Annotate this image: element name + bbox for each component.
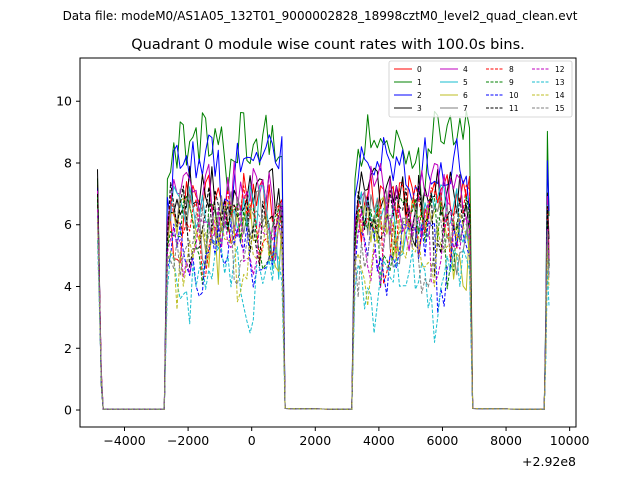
- legend-item-11: 11: [486, 104, 519, 113]
- x-tick-label: −2000: [167, 433, 209, 448]
- legend-item-9: 9: [486, 78, 514, 87]
- chart-title: Quadrant 0 module wise count rates with …: [131, 37, 525, 53]
- x-tick-label: 0: [248, 433, 256, 448]
- legend-item-6: 6: [440, 91, 468, 100]
- legend-label: 14: [555, 91, 565, 100]
- legend-label: 3: [417, 104, 422, 113]
- legend-label: 10: [509, 91, 519, 100]
- legend-item-7: 7: [440, 104, 468, 113]
- legend-label: 12: [555, 65, 565, 74]
- x-axis: −4000 −2000 0 2000 4000 6000 8000 10000: [103, 427, 590, 448]
- legend-item-1: 1: [394, 78, 422, 87]
- x-tick-label: 6000: [427, 433, 459, 448]
- legend-label: 4: [463, 65, 468, 74]
- legend-item-0: 0: [394, 65, 422, 74]
- y-tick-label: 10: [56, 94, 72, 109]
- x-tick-label: 2000: [299, 433, 331, 448]
- legend-item-14: 14: [532, 91, 565, 100]
- legend-label: 5: [463, 78, 468, 87]
- y-tick-label: 2: [64, 341, 72, 356]
- legend-item-2: 2: [394, 91, 422, 100]
- legend-label: 9: [509, 78, 514, 87]
- legend-label: 15: [555, 104, 565, 113]
- legend-item-13: 13: [532, 78, 565, 87]
- legend-item-12: 12: [532, 65, 565, 74]
- x-tick-label: 4000: [363, 433, 395, 448]
- legend-label: 1: [417, 78, 422, 87]
- legend-frame: [388, 60, 573, 118]
- legend-item-4: 4: [440, 65, 468, 74]
- legend-item-15: 15: [532, 104, 565, 113]
- y-tick-label: 4: [64, 279, 72, 294]
- legend-label: 13: [555, 78, 565, 87]
- legend-label: 8: [509, 65, 514, 74]
- y-tick-label: 0: [64, 403, 72, 418]
- legend-label: 0: [417, 65, 422, 74]
- series-layer: [97, 110, 550, 410]
- series-line-15: [97, 202, 550, 410]
- x-tick-label: −4000: [103, 433, 145, 448]
- x-tick-label: 8000: [490, 433, 522, 448]
- legend-label: 2: [417, 91, 422, 100]
- legend-item-5: 5: [440, 78, 468, 87]
- plot-frame: [79, 57, 577, 428]
- legend-label: 7: [463, 104, 468, 113]
- legend-item-10: 10: [486, 91, 519, 100]
- series-line-9: [97, 194, 550, 410]
- legend-label: 11: [509, 104, 519, 113]
- legend-label: 6: [463, 91, 468, 100]
- x-axis-offset-label: +2.92e8: [522, 454, 576, 469]
- figure-suptitle: Data file: modeM0/AS1A05_132T01_90000028…: [63, 9, 578, 23]
- y-axis: 0 2 4 6 8 10: [56, 94, 80, 418]
- x-tick-label: 10000: [550, 433, 590, 448]
- series-line-10: [97, 215, 550, 410]
- legend-item-8: 8: [486, 65, 514, 74]
- y-tick-label: 8: [64, 155, 72, 170]
- y-tick-label: 6: [64, 217, 72, 232]
- legend-item-3: 3: [394, 104, 422, 113]
